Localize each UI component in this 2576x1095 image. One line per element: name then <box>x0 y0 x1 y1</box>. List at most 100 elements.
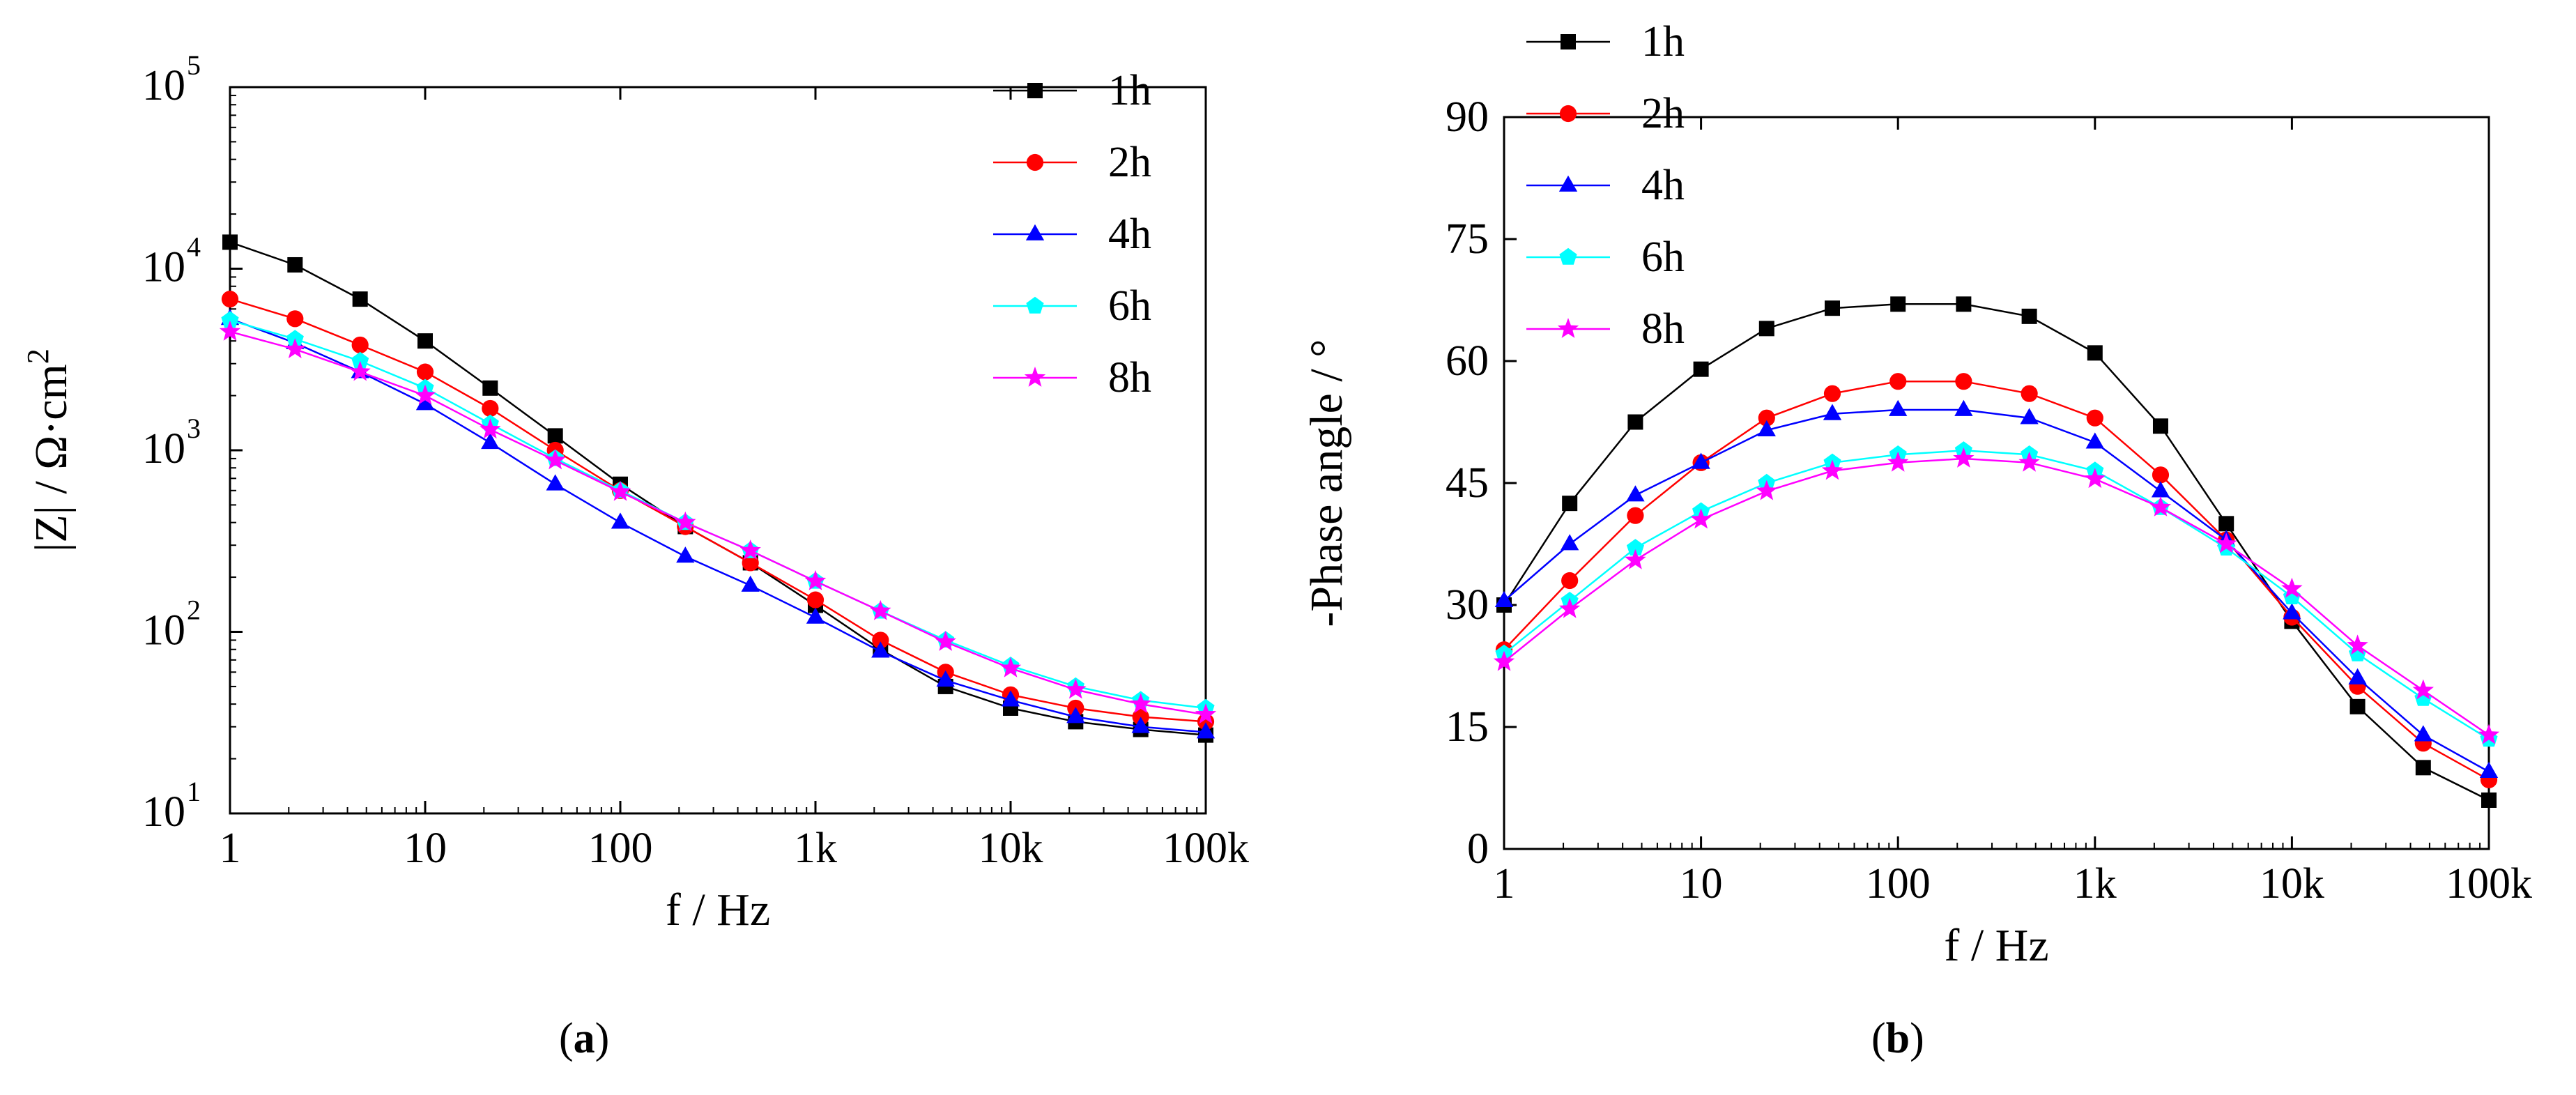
y-tick-label: 10 <box>142 62 185 109</box>
data-point-4h <box>415 394 435 411</box>
data-point-4h <box>1561 534 1579 551</box>
data-point-2h <box>2021 385 2038 402</box>
x-tick-label: 100 <box>588 825 653 872</box>
y-tick-label: 75 <box>1446 215 1489 263</box>
data-point-4h <box>1757 420 1776 437</box>
data-point-4h <box>871 641 890 658</box>
data-point-2h <box>482 399 499 418</box>
data-point-4h <box>2348 668 2367 684</box>
data-point-1h <box>1758 321 1774 337</box>
data-point-8h <box>2347 634 2368 655</box>
data-point-1h <box>1693 361 1709 377</box>
data-point-8h <box>1195 703 1217 724</box>
data-point-1h <box>417 333 433 349</box>
data-point-4h <box>546 474 565 491</box>
legend-label-1h: 1h <box>1641 18 1685 66</box>
legend-marker-1h <box>1027 83 1043 98</box>
series-line-1h <box>229 241 1206 736</box>
y-axis-label: -Phase angle / ° <box>1301 339 1352 627</box>
series-line-1h <box>1503 303 2490 802</box>
data-point-4h <box>1954 399 1973 416</box>
legend-marker-1h <box>1561 34 1576 49</box>
data-point-1h <box>2349 698 2366 714</box>
data-point-4h <box>2479 761 2499 779</box>
data-point-1h <box>2415 760 2431 776</box>
data-point-2h <box>2152 466 2170 484</box>
data-point-4h <box>1066 707 1085 723</box>
data-point-8h <box>544 449 566 470</box>
data-point-8h <box>284 338 306 358</box>
legend-marker-8h <box>1024 367 1046 387</box>
legend-label-8h: 8h <box>1108 354 1151 401</box>
data-point-8h <box>2149 496 2172 516</box>
data-point-4h <box>936 670 955 687</box>
data-point-1h <box>1825 300 1841 316</box>
y-tick-label: 0 <box>1467 825 1489 873</box>
data-point-4h <box>1692 452 1710 469</box>
data-point-8h <box>1130 693 1151 714</box>
y-tick-label: 15 <box>1446 703 1489 751</box>
series-line-8h <box>1503 457 2490 736</box>
series-line-4h <box>229 318 1206 733</box>
data-point-8h <box>870 599 891 620</box>
data-point-8h <box>1821 459 1843 480</box>
data-point-8h <box>480 418 501 439</box>
data-point-1h <box>2218 516 2234 532</box>
data-point-8h <box>804 569 827 590</box>
panel-b-chart: 1 10 100 1k 10k 100k 0 15 30 45 60 75 90 f / Hz -Phase… <box>1301 18 2532 971</box>
data-point-8h <box>1887 451 1909 472</box>
y-axis-label-superscript: 2 <box>21 349 55 364</box>
y-tick-label: 30 <box>1446 581 1489 629</box>
legend-label-4h: 4h <box>1108 210 1151 258</box>
data-point-6h <box>221 311 239 328</box>
data-point-4h <box>611 512 630 529</box>
x-tick-label: 100k <box>2446 860 2532 908</box>
legend-marker-4h <box>1558 175 1578 192</box>
data-point-8h <box>1559 597 1581 618</box>
x-axis-label: f / Hz <box>1944 920 2048 971</box>
legend-marker-2h <box>1559 105 1577 123</box>
y-tick-label: 10 <box>142 244 185 291</box>
data-point-4h <box>806 607 825 624</box>
data-point-8h <box>999 657 1022 677</box>
data-point-8h <box>935 631 956 651</box>
legend-label-6h: 6h <box>1641 233 1685 281</box>
data-point-2h <box>286 310 304 328</box>
data-point-1h <box>1627 414 1643 430</box>
x-tick-label: 1k <box>794 825 837 872</box>
legend-marker-8h <box>1557 318 1579 338</box>
y-axis-label-text: |Z| / Ω·cm <box>26 364 77 552</box>
data-point-2h <box>806 591 825 608</box>
series-line-6h <box>1503 450 2490 740</box>
legend-label-2h: 2h <box>1641 90 1685 137</box>
x-tick-label: 10 <box>1680 860 1723 908</box>
legend-marker-6h <box>1026 296 1044 314</box>
data-point-8h <box>1690 508 1712 529</box>
data-point-8h <box>1756 480 1777 500</box>
data-point-8h <box>349 360 371 381</box>
data-point-8h <box>1953 447 1975 468</box>
y-tick-label: 90 <box>1446 93 1489 141</box>
x-tick-label: 1 <box>220 825 241 872</box>
y-tick-label: 60 <box>1446 337 1489 385</box>
data-point-4h <box>1626 485 1645 502</box>
series-line-2h <box>1503 380 2490 781</box>
data-point-2h <box>1561 572 1579 590</box>
y-tick-label: 10 <box>142 607 185 654</box>
data-point-2h <box>1627 507 1644 524</box>
y-tick-label-exponent: 3 <box>187 413 201 444</box>
data-point-1h <box>2152 418 2168 434</box>
caption-a: (a) <box>559 1015 610 1062</box>
data-point-6h <box>1626 539 1644 556</box>
legend-label-6h: 6h <box>1108 282 1151 330</box>
data-point-1h <box>1890 296 1906 312</box>
data-point-8h <box>609 480 631 501</box>
data-point-8h <box>2478 723 2500 744</box>
data-point-1h <box>222 234 238 250</box>
y-tick-label-exponent: 1 <box>187 776 201 807</box>
data-point-8h <box>414 384 436 405</box>
plot-frame <box>1503 116 2490 850</box>
data-point-2h <box>2086 409 2103 427</box>
x-tick-label: 100k <box>1163 825 1249 872</box>
